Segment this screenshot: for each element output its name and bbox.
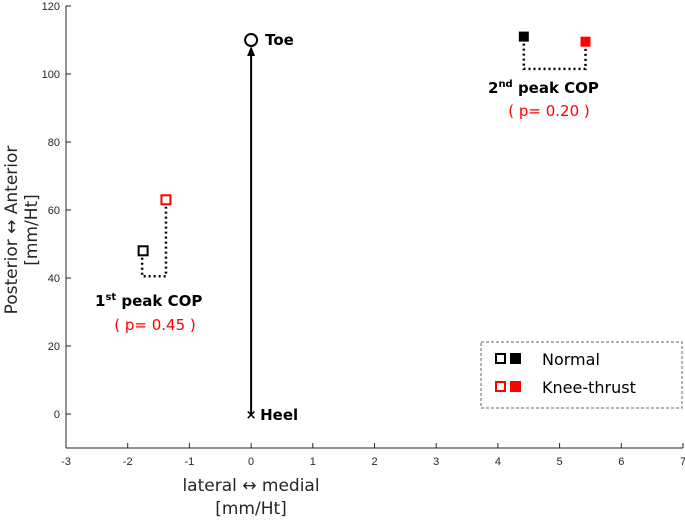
x-tick-label: 1 — [310, 456, 316, 468]
point-knee-thrust-second-peak — [580, 36, 591, 47]
y-tick-label: 100 — [42, 69, 60, 81]
legend-normal-label: Normal — [542, 350, 600, 369]
legend-normal-filled-marker — [510, 353, 521, 364]
x-axis-label-line1: lateral ↔ medial — [182, 476, 319, 496]
y-tick-label: 120 — [42, 1, 60, 13]
second-peak-p-value: ( p= 0.20 ) — [508, 102, 590, 120]
legend-knee-thrust-filled-marker — [510, 381, 521, 392]
x-tick-label: 3 — [433, 456, 439, 468]
first-peak-label: 1st peak COP — [95, 292, 202, 310]
y-axis-label-line2: [mm/Ht] — [22, 194, 42, 266]
x-ticks: -3 -2 -1 0 1 2 3 4 5 6 7 — [61, 443, 685, 468]
x-tick-label: -1 — [185, 456, 195, 468]
x-tick-label: 4 — [495, 456, 501, 468]
point-normal-second-peak — [518, 31, 529, 42]
y-tick-label: 20 — [48, 341, 60, 353]
y-ticks: 0 20 40 60 80 100 120 — [42, 1, 71, 421]
connector-first-peak — [140, 206, 168, 278]
x-axis-label-line2: [mm/Ht] — [215, 499, 287, 519]
legend-knee-thrust-open-marker — [495, 381, 506, 392]
point-normal-first-peak — [137, 245, 149, 257]
second-peak-label: 2nd peak COP — [488, 79, 599, 97]
x-tick-label: 7 — [680, 456, 685, 468]
point-knee-thrust-first-peak — [160, 194, 172, 206]
y-tick-label: 60 — [48, 205, 60, 217]
y-tick-label: 40 — [48, 273, 60, 285]
legend: Normal Knee-thrust — [480, 341, 683, 409]
legend-knee-thrust-label: Knee-thrust — [542, 378, 636, 397]
first-peak-p-value: ( p= 0.45 ) — [114, 316, 196, 334]
x-tick-label: -2 — [123, 456, 133, 468]
legend-normal-open-marker — [495, 353, 506, 364]
data-points — [137, 31, 591, 257]
toe-marker — [244, 33, 259, 47]
arrow-head — [247, 46, 256, 56]
y-tick-label: 0 — [54, 409, 60, 421]
x-tick-label: 2 — [371, 456, 377, 468]
y-tick-label: 80 — [48, 137, 60, 149]
y-axis-label-line1: Posterior ↔ Anterior — [2, 146, 22, 315]
connector-second-peak — [522, 43, 587, 71]
heel-label: Heel — [260, 406, 298, 424]
heel-marker: × — [246, 408, 257, 423]
toe-label: Toe — [265, 31, 294, 49]
x-tick-label: -3 — [61, 456, 71, 468]
x-tick-label: 6 — [618, 456, 624, 468]
x-tick-label: 0 — [248, 456, 254, 468]
x-tick-label: 5 — [557, 456, 563, 468]
